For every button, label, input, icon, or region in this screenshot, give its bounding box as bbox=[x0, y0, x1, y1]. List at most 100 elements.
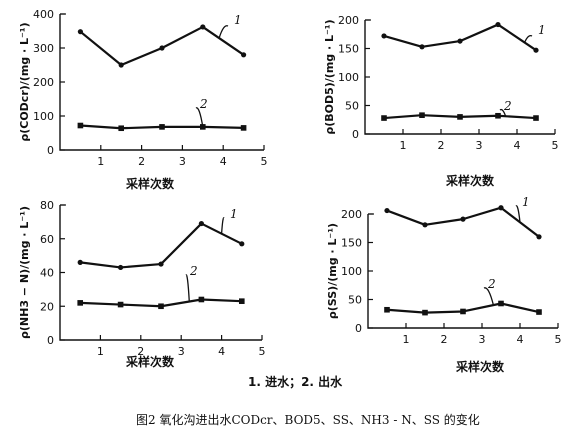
data-point-series-2 bbox=[159, 124, 165, 130]
series-label-1: 1 bbox=[522, 195, 530, 209]
data-point-series-1 bbox=[118, 264, 124, 271]
x-tick-label: 2 bbox=[137, 345, 144, 358]
x-tick-label: 5 bbox=[552, 139, 559, 152]
y-axis-label: ρ(NH3 − N)/(mg · L⁻¹) bbox=[18, 206, 31, 339]
x-tick-label: 3 bbox=[479, 333, 486, 346]
x-axis-label: 采样次数 bbox=[445, 173, 495, 188]
data-point-series-2 bbox=[77, 300, 83, 306]
data-point-series-2 bbox=[495, 112, 501, 119]
data-point-series-2 bbox=[239, 298, 245, 304]
chart-panel-1: 0 100 200 300 400 1 2 3 4 5 ρ(CODcr)/(mg · L⁻¹) 采样次… bbox=[18, 8, 268, 191]
data-point-series-1 bbox=[384, 207, 390, 214]
chart-panel-2: 0 50 100 150 200 1 2 3 4 5 ρ(BOD5)/(mg · L⁻¹) 采样次数 1… bbox=[323, 14, 559, 188]
data-point-series-2 bbox=[200, 124, 206, 130]
y-tick-label: 80 bbox=[40, 199, 54, 212]
y-tick-label: 200 bbox=[338, 14, 359, 27]
data-point-series-1 bbox=[498, 205, 504, 211]
data-point-series-2 bbox=[498, 300, 504, 307]
data-point-series-2 bbox=[117, 301, 124, 308]
x-tick-label: 1 bbox=[97, 155, 104, 168]
x-tick-label: 1 bbox=[97, 345, 104, 358]
data-point-series-1 bbox=[495, 21, 501, 28]
y-axis-label: ρ(BOD5)/(mg · L⁻¹) bbox=[323, 19, 336, 134]
y-tick-label: 100 bbox=[33, 110, 54, 123]
data-point-series-1 bbox=[77, 29, 83, 35]
y-tick-label: 0 bbox=[47, 144, 54, 157]
series-leader-1 bbox=[524, 35, 533, 43]
data-point-series-1 bbox=[158, 261, 164, 267]
data-point-series-2 bbox=[158, 303, 164, 310]
y-axis-label: ρ(CODcr)/(mg · L⁻¹) bbox=[18, 22, 31, 141]
data-point-series-1 bbox=[457, 38, 463, 44]
data-point-series-2 bbox=[422, 309, 428, 316]
data-point-series-1 bbox=[198, 220, 204, 227]
series-leader-1 bbox=[220, 217, 225, 234]
x-tick-label: 1 bbox=[403, 333, 410, 346]
y-tick-label: 0 bbox=[47, 334, 54, 347]
series-line-1 bbox=[386, 206, 540, 238]
series-leader-2 bbox=[483, 287, 495, 306]
x-tick-label: 4 bbox=[517, 333, 524, 346]
series-label-1: 1 bbox=[234, 13, 242, 27]
x-tick-label: 2 bbox=[441, 333, 448, 346]
y-tick-label: 50 bbox=[348, 294, 362, 307]
y-tick-label: 150 bbox=[341, 237, 362, 250]
series-leader-2 bbox=[499, 108, 507, 117]
data-point-series-1 bbox=[422, 222, 428, 228]
x-tick-label: 5 bbox=[261, 155, 268, 168]
y-tick-label: 0 bbox=[355, 322, 362, 335]
data-point-series-2 bbox=[460, 308, 466, 315]
x-tick-label: 4 bbox=[514, 139, 521, 152]
series-line-1 bbox=[383, 23, 537, 52]
legend: 1. 进水；2. 出水 bbox=[248, 374, 343, 389]
x-tick-label: 4 bbox=[218, 345, 225, 358]
x-tick-label: 4 bbox=[220, 155, 227, 168]
data-point-series-2 bbox=[77, 122, 84, 129]
data-point-series-2 bbox=[198, 296, 205, 303]
data-point-series-1 bbox=[419, 44, 425, 50]
chart-panel-4: 0 50 100 150 200 1 2 3 4 5 ρ(SS)/(mg · L⁻¹) 采样次数 1 2 bbox=[326, 195, 562, 374]
x-tick-label: 3 bbox=[179, 155, 186, 168]
series-label-2: 2 bbox=[189, 264, 198, 278]
data-point-series-2 bbox=[533, 115, 539, 121]
figure-caption: 图2 氧化沟进出水CODcr、BOD5、SS、NH3 - N、SS 的变化 bbox=[136, 412, 480, 427]
y-tick-label: 150 bbox=[338, 43, 359, 56]
y-axis-label: ρ(SS)/(mg · L⁻¹) bbox=[326, 223, 339, 319]
data-point-series-1 bbox=[118, 62, 124, 68]
data-point-series-2 bbox=[240, 125, 247, 131]
series-label-1: 1 bbox=[230, 207, 238, 221]
y-tick-label: 400 bbox=[33, 8, 54, 21]
data-point-series-1 bbox=[241, 52, 247, 58]
data-point-series-1 bbox=[381, 33, 387, 39]
x-tick-label: 2 bbox=[438, 139, 445, 152]
data-point-series-1 bbox=[460, 216, 466, 222]
data-point-series-1 bbox=[159, 45, 165, 51]
axis-frame bbox=[59, 205, 262, 341]
data-point-series-1 bbox=[533, 47, 539, 53]
x-tick-label: 1 bbox=[400, 139, 407, 152]
series-leader-1 bbox=[515, 205, 521, 223]
y-tick-label: 50 bbox=[345, 100, 359, 113]
data-point-series-2 bbox=[419, 112, 425, 118]
x-axis-label: 采样次数 bbox=[125, 176, 175, 191]
series-label-2: 2 bbox=[487, 277, 496, 291]
data-point-series-2 bbox=[457, 114, 463, 120]
x-tick-label: 5 bbox=[259, 345, 266, 358]
y-tick-label: 100 bbox=[338, 71, 359, 84]
series-leader-2 bbox=[195, 107, 204, 127]
y-tick-label: 0 bbox=[352, 128, 359, 141]
data-point-series-1 bbox=[77, 259, 83, 265]
data-point-series-2 bbox=[381, 115, 387, 121]
y-tick-label: 40 bbox=[40, 267, 54, 280]
x-tick-label: 3 bbox=[476, 139, 483, 152]
x-tick-label: 2 bbox=[138, 155, 145, 168]
x-axis-label: 采样次数 bbox=[125, 354, 175, 369]
y-tick-label: 200 bbox=[33, 76, 54, 89]
series-label-2: 2 bbox=[199, 97, 208, 111]
data-point-series-1 bbox=[200, 24, 206, 30]
y-tick-label: 20 bbox=[40, 300, 54, 313]
data-point-series-1 bbox=[239, 241, 245, 247]
x-axis-label: 采样次数 bbox=[455, 359, 505, 374]
